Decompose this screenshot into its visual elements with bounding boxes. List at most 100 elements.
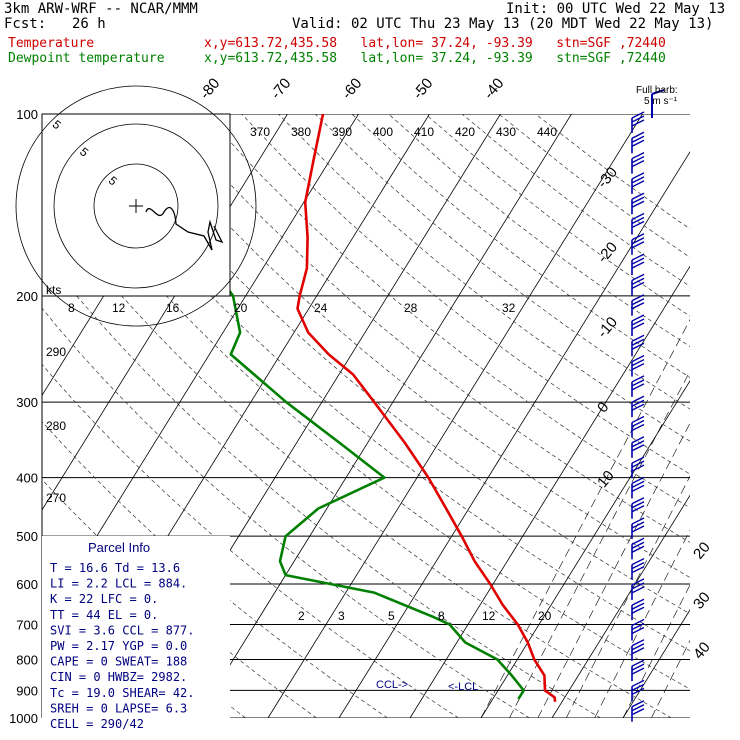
dewpoint-location: x,y=613.72,435.58 lat,lon= 37.24, -93.39…	[204, 51, 666, 66]
mixing-ratio-label: 8	[438, 609, 445, 623]
wind-barb	[631, 444, 645, 452]
wind-barb	[631, 480, 645, 489]
pressure-label-800: 800	[16, 652, 38, 667]
mixing-ratio-label: 2	[298, 609, 305, 623]
theta-label: 410	[414, 125, 434, 139]
wind-barb	[631, 476, 645, 485]
hodograph-trace	[145, 207, 224, 251]
hodograph-ring	[93, 163, 179, 249]
wind-barb	[631, 505, 645, 513]
wind-barb	[631, 517, 645, 525]
isotherm-label: 0	[594, 399, 612, 416]
isotherm	[0, 114, 3, 718]
wind-barb	[631, 302, 645, 310]
wind-barb	[631, 196, 645, 204]
wind-barb	[631, 525, 645, 533]
wind-barb	[631, 192, 645, 200]
pressure-label-200: 200	[16, 289, 38, 304]
dewpoint-curve	[198, 114, 525, 700]
barb-key	[651, 89, 665, 95]
wind-barb	[631, 115, 645, 123]
wind-barb	[631, 294, 645, 302]
wind-barb	[631, 159, 645, 168]
wind-barb	[631, 273, 645, 282]
wind-barb	[631, 618, 645, 627]
mixing-ratio-label: 28	[404, 301, 418, 315]
parcel-info-title: Parcel Info	[88, 540, 150, 555]
wind-barb	[631, 700, 645, 708]
dry-adiabat	[425, 114, 690, 317]
theta-e-label: 270	[46, 491, 66, 505]
init-time: Init: 00 UTC Wed 22 May 13	[506, 1, 726, 17]
theta-label: 420	[455, 125, 475, 139]
parcel-info-row: SVI = 3.6 CCL = 877.	[50, 623, 195, 637]
mixing-ratio-label: 20	[538, 609, 552, 623]
wind-barb	[631, 216, 645, 225]
wind-barb	[631, 606, 645, 614]
temperature-legend-label: Temperature	[8, 36, 95, 51]
parcel-info-row: PW = 2.17 YGP = 0.0	[50, 639, 187, 653]
parcel-info-box	[42, 536, 230, 722]
wind-barb	[631, 602, 645, 610]
theta-e-label: 290	[46, 345, 66, 359]
theta-e-label: 280	[46, 419, 66, 433]
moist-adiabat	[480, 319, 690, 718]
wind-barb	[631, 362, 645, 371]
mixing-ratio-label: 20	[234, 301, 248, 315]
theta-label: 400	[373, 125, 393, 139]
wind-barb	[631, 497, 645, 505]
wind-barb	[631, 354, 645, 363]
wind-barb	[631, 358, 645, 367]
theta-label: 370	[250, 125, 270, 139]
mixing-ratio-label: 32	[502, 301, 516, 315]
mixing-ratio-label: 16	[166, 301, 180, 315]
wind-barb	[631, 582, 645, 590]
wind-barb	[631, 598, 645, 606]
wind-barb	[631, 233, 645, 241]
wind-barb	[631, 545, 645, 553]
wind-barb	[631, 383, 645, 391]
moist-adiabat	[594, 529, 690, 718]
dry-adiabat	[131, 114, 690, 578]
pressure-label-100: 100	[16, 107, 38, 122]
model-title: 3km ARW-WRF -- NCAR/MMM	[4, 1, 198, 17]
isotherm-label: -80	[197, 75, 224, 103]
wind-barb	[631, 578, 645, 586]
wind-barbs	[631, 89, 665, 722]
wind-barb	[631, 338, 645, 346]
parcel-info-row: SREH = 0 LAPSE= 6.3	[50, 701, 187, 715]
isotherm	[622, 609, 690, 718]
wind-barb	[631, 484, 645, 493]
wind-barb	[631, 687, 645, 696]
isotherm-label: 10	[594, 467, 618, 491]
dry-adiabat	[42, 143, 690, 690]
wind-barb	[631, 139, 645, 147]
isotherm-label: 20	[690, 539, 714, 563]
moist-adiabat	[622, 584, 690, 718]
wind-barb	[631, 135, 645, 143]
dry-adiabat	[42, 252, 601, 718]
parcel-info-row: CIN = 0 HWBZ= 2982.	[50, 670, 187, 684]
wind-barb	[631, 200, 645, 208]
parcel-info-row: Tc = 19.0 SHEAR= 42.	[50, 686, 195, 700]
isotherm	[409, 265, 690, 718]
parcel-info-row: T = 16.6 Td = 13.6	[50, 561, 180, 575]
pressure-label-600: 600	[16, 577, 38, 592]
theta-label: 430	[496, 125, 516, 139]
wind-barb	[631, 111, 645, 119]
wind-barb	[631, 561, 645, 570]
lcl-label: <-LCL	[448, 681, 478, 693]
pressure-label-500: 500	[16, 529, 38, 544]
dry-adiabat	[314, 114, 690, 410]
isotherm-label: 40	[690, 639, 714, 663]
isotherm-label: 30	[690, 589, 714, 613]
wind-barb	[631, 131, 645, 139]
moist-adiabat	[509, 370, 690, 718]
wind-barb	[631, 667, 645, 675]
wind-barb	[631, 440, 645, 448]
wind-barb	[631, 456, 645, 464]
ccl-label: CCL->	[376, 679, 408, 691]
hodograph-units: kts	[46, 283, 61, 297]
wind-barb	[631, 403, 645, 411]
